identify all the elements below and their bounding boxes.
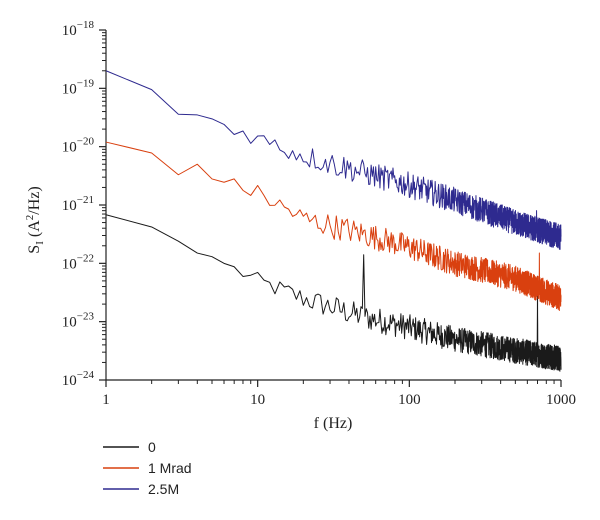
y-axis-label-unit-open: (A	[26, 220, 43, 241]
series-line-2	[105, 70, 562, 250]
y-tick-label: 10−21	[62, 194, 94, 214]
y-tick-label: 10−18	[62, 19, 95, 39]
x-tick-label: 100	[398, 392, 421, 408]
x-tick-label: 1000	[546, 392, 576, 408]
y-axis-label: SI (A2/Hz)	[24, 186, 46, 253]
x-tick-label: 1	[102, 392, 110, 408]
series-line-0	[105, 214, 562, 372]
y-tick-label: 10−24	[62, 369, 95, 389]
y-tick-label: 10−23	[62, 311, 95, 331]
x-axis-label: f (Hz)	[314, 415, 353, 432]
series-layer	[105, 70, 562, 372]
y-tick-label: 10−22	[62, 252, 94, 272]
y-tick-label: 10−19	[62, 77, 95, 97]
legend-label: 2.5M	[148, 481, 179, 497]
legend-label: 0	[148, 439, 156, 455]
legend-label: 1 Mrad	[148, 460, 192, 476]
y-axis-label-unit-close: /Hz)	[26, 186, 43, 214]
y-axis-label-superscript: 2	[24, 215, 36, 221]
series-line-1	[105, 141, 562, 312]
y-tick-label: 10−20	[62, 136, 95, 156]
y-axis-label-subscript: I	[34, 241, 46, 245]
x-tick-label: 10	[250, 392, 265, 408]
tick-layer: 1 10 100 1000 10−24 10−23 10−22 10−21 10−20 10−19…	[62, 19, 576, 408]
legend: 0 1 Mrad 2.5M	[103, 439, 192, 497]
y-axis-label-symbol: S	[26, 245, 43, 254]
